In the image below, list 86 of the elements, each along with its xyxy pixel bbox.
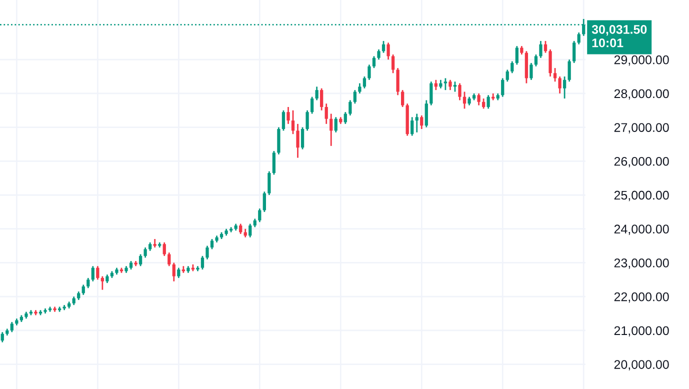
candlestick bbox=[262, 190, 266, 213]
candlestick bbox=[206, 245, 209, 260]
candlestick bbox=[296, 123, 300, 158]
candlestick bbox=[330, 113, 333, 147]
candlestick bbox=[86, 277, 90, 289]
candlestick bbox=[239, 223, 242, 235]
candlestick bbox=[272, 150, 276, 176]
candlestick bbox=[91, 265, 94, 282]
candlestick bbox=[548, 48, 552, 78]
candlestick bbox=[286, 106, 290, 125]
candlestick bbox=[306, 110, 309, 132]
candlestick bbox=[386, 42, 390, 60]
candlestick bbox=[334, 116, 338, 134]
candlestick bbox=[300, 126, 304, 150]
candlestick bbox=[177, 267, 180, 279]
y-tick-label: 20,000.00 bbox=[614, 360, 669, 370]
candlestick bbox=[486, 94, 490, 110]
y-tick-label: 25,000.00 bbox=[614, 190, 669, 202]
candlestick bbox=[291, 110, 295, 135]
y-tick-label: 21,000.00 bbox=[614, 326, 669, 337]
candlestick bbox=[362, 76, 366, 90]
candlestick bbox=[82, 284, 85, 296]
y-tick-label: 29,000.00 bbox=[614, 55, 669, 66]
candlestick bbox=[462, 91, 466, 110]
y-tick-label: 24,000.00 bbox=[614, 224, 669, 235]
candlestick bbox=[391, 54, 395, 74]
candlestick bbox=[168, 252, 171, 267]
candlestick bbox=[534, 54, 538, 68]
candlestick bbox=[344, 111, 347, 125]
candlestick bbox=[172, 262, 176, 282]
candlestick bbox=[544, 40, 548, 54]
y-tick-label: 26,000.00 bbox=[614, 156, 669, 168]
candlestick bbox=[410, 116, 414, 136]
candlestick bbox=[377, 48, 380, 60]
candlestick bbox=[324, 102, 328, 125]
candlestick bbox=[572, 40, 576, 64]
ref-line-label: 30,031.50 10:01 bbox=[592, 24, 647, 48]
candlestick bbox=[382, 40, 386, 54]
candlestick bbox=[510, 60, 514, 74]
candlestick bbox=[100, 276, 104, 290]
candlestick bbox=[401, 89, 404, 108]
candlestick bbox=[562, 76, 566, 100]
candlestick bbox=[553, 67, 557, 82]
candlestick bbox=[444, 78, 448, 91]
candlestick bbox=[415, 113, 418, 134]
candlestick bbox=[210, 238, 214, 250]
candlestick bbox=[477, 92, 480, 106]
candlestick bbox=[10, 321, 14, 333]
candlestick bbox=[358, 82, 362, 94]
candlestick bbox=[200, 255, 204, 270]
candlestick bbox=[248, 223, 252, 238]
candlestick bbox=[368, 64, 371, 81]
y-tick-label: 22,000.00 bbox=[614, 292, 669, 303]
candlestick bbox=[144, 246, 147, 258]
candlestick bbox=[258, 208, 262, 223]
candlestick bbox=[138, 254, 142, 267]
candlestick bbox=[372, 56, 376, 69]
candlestick bbox=[539, 40, 542, 59]
candlestick bbox=[420, 114, 424, 130]
candlestick bbox=[558, 76, 562, 94]
candlestick bbox=[268, 170, 271, 196]
candlestick bbox=[501, 78, 504, 98]
candlestick bbox=[315, 86, 318, 101]
candlestick bbox=[458, 82, 462, 101]
candlestick bbox=[396, 67, 400, 96]
candlestick bbox=[448, 79, 452, 91]
candlestick bbox=[482, 98, 486, 110]
y-tick-label: 28,000.00 bbox=[614, 89, 669, 100]
candlestick bbox=[506, 69, 509, 82]
candlestick bbox=[282, 110, 286, 132]
candlestick bbox=[568, 58, 571, 82]
candlestick bbox=[348, 100, 352, 116]
candlestick bbox=[320, 88, 324, 112]
candlestick bbox=[277, 126, 280, 156]
candlestick bbox=[0, 331, 4, 343]
candlestick bbox=[430, 80, 433, 106]
candlestick bbox=[530, 62, 533, 81]
y-tick-label: 23,000.00 bbox=[614, 258, 669, 269]
y-tick-label: 27,000.00 bbox=[614, 123, 669, 134]
candlestick bbox=[577, 32, 580, 46]
candlestick bbox=[310, 96, 314, 114]
candlestick bbox=[424, 100, 428, 128]
candlestick bbox=[515, 45, 518, 66]
candlestick bbox=[162, 242, 166, 257]
candlestick bbox=[96, 265, 100, 280]
candlestick bbox=[353, 89, 357, 104]
